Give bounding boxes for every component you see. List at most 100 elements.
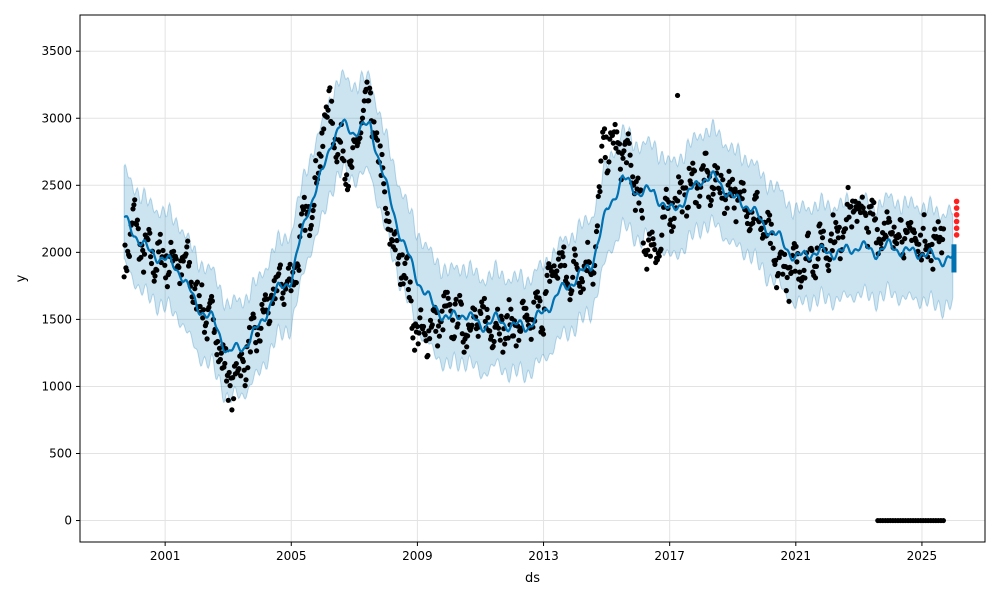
observed-point	[632, 207, 639, 213]
y-tick-label: 500	[49, 446, 72, 460]
observed-point	[444, 289, 450, 295]
observed-point	[192, 286, 198, 292]
observed-point	[612, 121, 618, 128]
observed-point	[690, 160, 696, 166]
observed-point	[596, 184, 602, 190]
observed-point	[686, 165, 692, 171]
observed-point	[819, 235, 826, 241]
observed-point	[360, 107, 366, 113]
observed-point	[710, 191, 716, 197]
observed-point	[741, 188, 747, 194]
observed-point	[420, 323, 427, 330]
observed-point	[605, 168, 611, 174]
observed-point	[626, 140, 632, 146]
observed-point	[616, 141, 623, 147]
observed-point	[848, 203, 854, 210]
observed-point	[281, 301, 287, 307]
observed-point	[555, 256, 562, 262]
observed-point	[348, 158, 354, 164]
observed-point	[683, 185, 689, 191]
observed-point	[160, 247, 166, 254]
observed-point	[793, 243, 799, 250]
observed-point	[940, 226, 947, 232]
observed-point	[230, 375, 236, 381]
observed-point	[350, 145, 356, 151]
observed-point	[166, 269, 172, 275]
observed-point	[311, 202, 317, 208]
observed-point	[656, 253, 662, 259]
observed-point	[688, 181, 694, 187]
observed-point	[908, 219, 914, 226]
observed-point	[408, 298, 414, 304]
observed-point	[416, 330, 422, 336]
observed-point	[707, 202, 714, 208]
observed-point	[138, 254, 144, 261]
observed-point	[180, 258, 186, 264]
observed-point	[579, 279, 586, 285]
observed-point	[229, 407, 235, 413]
observed-point	[183, 251, 189, 257]
observed-point	[554, 268, 560, 274]
observed-point	[720, 177, 726, 183]
observed-point	[829, 248, 835, 254]
observed-point	[812, 275, 819, 281]
observed-point	[200, 315, 206, 321]
observed-point	[872, 216, 879, 222]
y-axis-title: y	[14, 274, 29, 282]
observed-point	[833, 219, 839, 226]
observed-point	[639, 215, 646, 221]
observed-point	[239, 351, 245, 357]
observed-point	[826, 267, 832, 274]
observed-point	[628, 162, 634, 168]
observed-point	[898, 217, 904, 223]
observed-point	[310, 207, 316, 214]
x-tick-label: 2017	[654, 549, 685, 563]
observed-point	[658, 246, 664, 252]
observed-point	[577, 283, 583, 289]
observed-point	[141, 251, 148, 257]
outlier-points-layer	[953, 198, 960, 238]
observed-point	[309, 214, 315, 221]
observed-point	[828, 231, 835, 237]
observed-point	[613, 145, 619, 151]
observed-point	[797, 284, 804, 290]
observed-point	[367, 85, 373, 91]
observed-point	[644, 266, 650, 272]
observed-point	[832, 239, 838, 245]
observed-point	[307, 232, 313, 239]
x-axis-title: ds	[525, 571, 540, 586]
observed-point	[246, 324, 253, 331]
observed-point	[601, 126, 608, 132]
observed-point	[792, 268, 798, 274]
observed-point	[366, 98, 372, 104]
observed-point	[225, 397, 231, 403]
observed-point	[156, 239, 163, 245]
observed-point	[878, 240, 884, 247]
y-tick-label: 1500	[41, 312, 72, 326]
observed-point	[820, 228, 827, 234]
observed-point	[481, 295, 487, 302]
observed-point	[775, 270, 782, 277]
observed-point	[410, 335, 416, 341]
observed-point	[827, 257, 833, 263]
observed-point	[505, 335, 511, 341]
observed-point	[484, 306, 490, 312]
observed-point	[649, 229, 655, 235]
observed-point	[335, 151, 341, 158]
observed-point	[894, 240, 900, 247]
observed-point	[453, 296, 459, 302]
observed-point	[865, 229, 872, 235]
observed-point	[157, 231, 163, 237]
observed-point	[177, 280, 183, 287]
observed-point	[502, 341, 508, 347]
observed-point	[342, 176, 348, 182]
observed-point	[567, 297, 573, 303]
observed-point	[670, 224, 676, 230]
observed-point	[540, 327, 546, 333]
observed-point	[341, 158, 347, 164]
observed-point	[593, 228, 600, 235]
observed-point	[251, 315, 257, 321]
observed-point	[740, 180, 746, 186]
observed-point	[259, 301, 265, 308]
observed-point	[141, 269, 147, 275]
